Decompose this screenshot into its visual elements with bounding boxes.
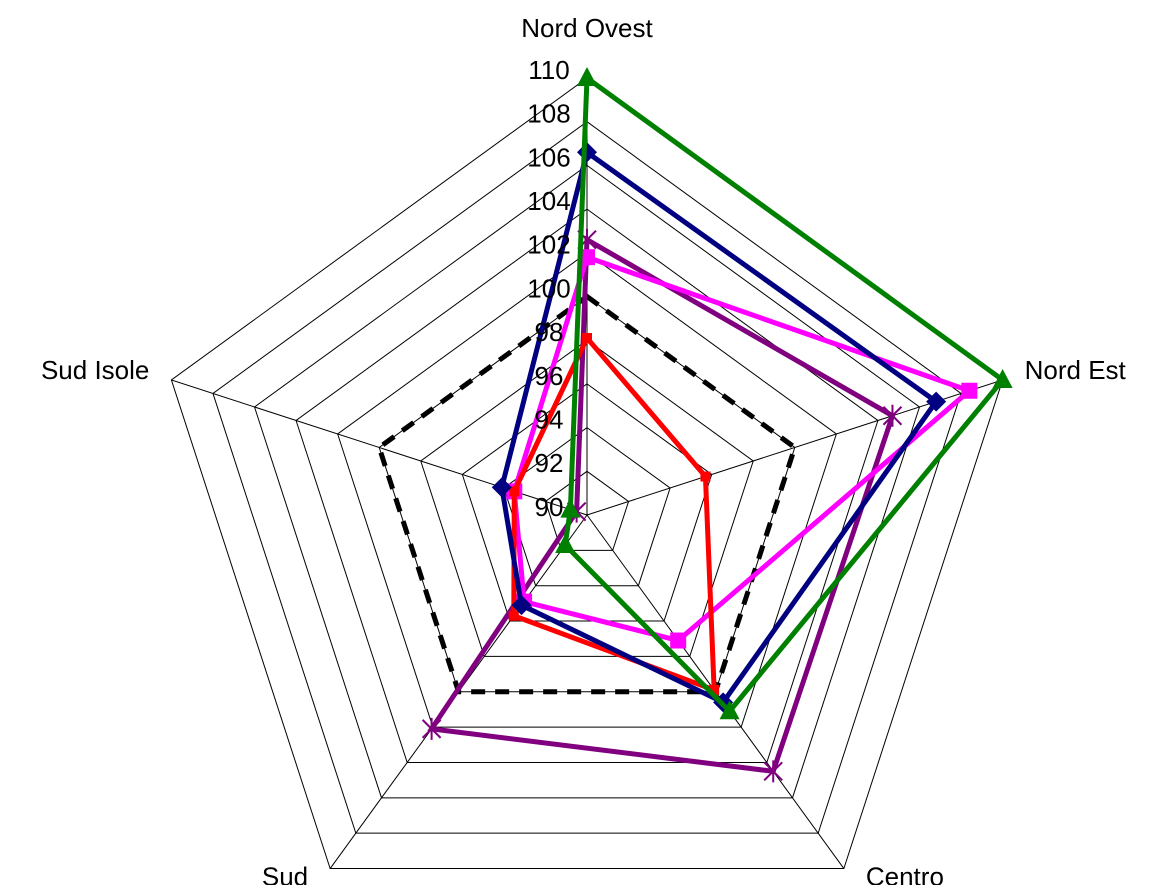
marker xyxy=(421,717,442,740)
grid-ring xyxy=(212,121,962,834)
series-line xyxy=(427,235,896,775)
series-line xyxy=(499,148,940,706)
r-tick-label: 100 xyxy=(527,273,570,303)
marker xyxy=(508,610,519,621)
marker xyxy=(882,404,903,427)
marker xyxy=(992,368,1013,388)
grid-ring xyxy=(544,470,630,551)
grid-ring xyxy=(420,339,754,657)
category-label: Centro xyxy=(866,861,944,885)
marker xyxy=(577,67,597,86)
r-tick-label: 98 xyxy=(535,317,564,347)
category-label: Sud Isole xyxy=(41,355,149,385)
r-tick-label: 104 xyxy=(527,186,570,216)
marker xyxy=(582,333,592,344)
r-tick-label: 106 xyxy=(527,142,570,172)
r-tick-label: 108 xyxy=(527,99,570,129)
marker xyxy=(763,760,783,783)
marker xyxy=(670,632,687,649)
r-tick-label: 94 xyxy=(535,404,564,434)
marker xyxy=(719,700,740,720)
marker xyxy=(509,486,520,497)
r-tick-label: 92 xyxy=(535,448,564,478)
marker xyxy=(700,471,711,482)
r-tick-label: 110 xyxy=(528,55,569,85)
category-label: Nord Est xyxy=(1025,355,1127,385)
r-tick-label: 96 xyxy=(535,361,564,391)
series-line xyxy=(511,253,975,644)
r-tick-label: 102 xyxy=(527,230,570,260)
marker xyxy=(491,477,512,498)
grid-ring xyxy=(378,295,796,693)
series-line xyxy=(562,73,1007,715)
category-label: Nord Ovest xyxy=(521,13,653,43)
marker xyxy=(555,534,576,554)
marker xyxy=(709,685,720,696)
marker xyxy=(579,249,595,266)
category-label: Sud xyxy=(262,861,308,885)
marker xyxy=(926,391,947,412)
grid-ring xyxy=(295,208,879,763)
r-tick-label: 90 xyxy=(535,492,564,522)
grid-ring xyxy=(337,252,837,728)
marker xyxy=(961,382,978,399)
marker xyxy=(560,498,581,518)
series-line xyxy=(511,333,717,694)
marker xyxy=(511,595,532,616)
grid-ring xyxy=(253,164,921,799)
